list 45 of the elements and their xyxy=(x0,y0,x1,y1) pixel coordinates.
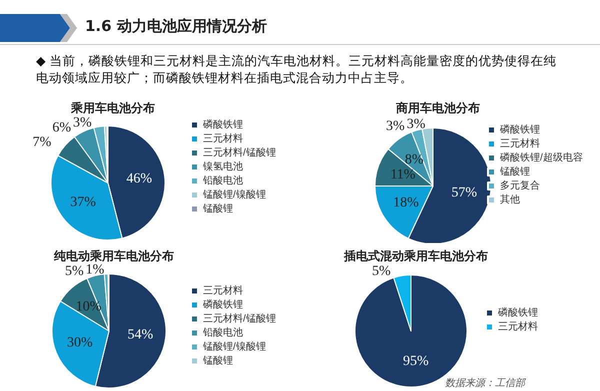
legend-label: 铅酸电池 xyxy=(202,174,243,186)
data-label: 6% xyxy=(52,120,72,136)
data-label: 54% xyxy=(127,327,154,342)
data-label: 46% xyxy=(126,172,152,187)
legend-label: 三元材料 xyxy=(203,284,243,296)
data-label: 5% xyxy=(372,264,391,280)
chart-title: 商用车电池分布 xyxy=(395,101,480,115)
legend-label: 锰酸锂/镍酸锂 xyxy=(202,188,266,200)
data-label: 30% xyxy=(67,335,94,350)
legend-label: 铅酸电池 xyxy=(202,326,243,338)
data-label: 57% xyxy=(451,185,478,200)
legend-label: 三元材料 xyxy=(498,320,538,332)
legend-label: 其他 xyxy=(500,194,520,206)
data-label: 5% xyxy=(64,264,84,280)
chart-title: 纯电动乘用车电池分布 xyxy=(53,249,174,263)
data-label: 95% xyxy=(403,354,430,370)
legend-label: 锰酸锂 xyxy=(202,354,233,366)
legend-label: 多元复合 xyxy=(500,180,540,192)
legend-label: 磷酸铁锂 xyxy=(499,124,540,136)
text: ◆ 当前，磷酸铁锂和三元材料是主流的汽车电池材料。三元材料高能量密度的优势使得在纯电动领域应用较广；而磷酸铁锂材料在插电式混合动力中占主导。 xyxy=(36,52,558,86)
legend-label: 磷酸铁锂 xyxy=(202,298,243,310)
legend-label: 磷酸铁锂/超级电容 xyxy=(499,152,583,164)
legend-label: 三元材料/锰酸锂 xyxy=(203,312,276,324)
legend-label: 三元材料/锰酸锂 xyxy=(203,146,276,158)
text: 1.6 动力电池应用情况分析 xyxy=(85,17,267,36)
data-label: 11% xyxy=(390,168,416,183)
data-label: 18% xyxy=(393,196,420,211)
data-label: 3% xyxy=(386,118,406,134)
legend-label: 磷酸铁锂 xyxy=(497,306,538,318)
data-label: 8% xyxy=(404,152,424,168)
data-label: 7% xyxy=(32,135,52,150)
source-note: 数据来源：工信部 xyxy=(445,376,525,390)
data-label: 1% xyxy=(86,262,105,278)
legend-label: 锰酸锂 xyxy=(499,166,530,178)
data-label: 3% xyxy=(406,116,426,132)
legend-label: 三元材料 xyxy=(500,138,540,150)
chart-title: 插电式混动乘用车电池分布 xyxy=(343,249,488,263)
legend-label: 镍氢电池 xyxy=(202,160,243,172)
legend-label: 锰酸锂/镍酸锂 xyxy=(202,340,266,352)
chart-title: 乘用车电池分布 xyxy=(70,101,155,115)
legend-label: 磷酸铁锂 xyxy=(202,118,243,130)
legend-label: 三元材料 xyxy=(203,132,243,144)
data-label: 3% xyxy=(73,115,92,130)
data-label: 37% xyxy=(70,194,96,210)
legend-label: 锰酸锂 xyxy=(202,202,233,214)
